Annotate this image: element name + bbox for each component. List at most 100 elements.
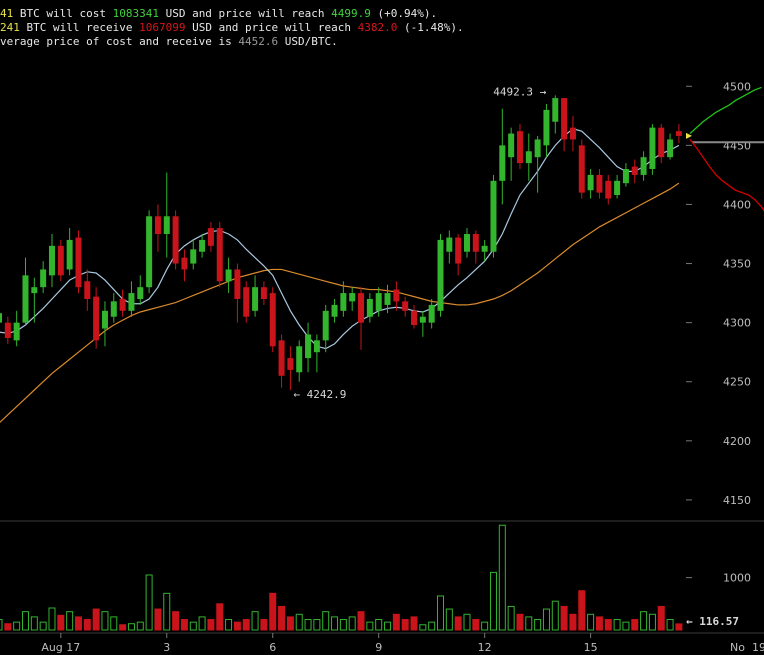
info-part: 4382.0 [358,21,398,34]
low-annotation: ← 4242.9 [293,388,346,401]
candle-body [84,281,91,299]
candle-body [437,239,444,311]
candle-body [463,234,470,252]
volume-bar [30,616,38,631]
y-tick-label: 4400 [723,198,751,211]
volume-bar [39,621,47,631]
candle-body [534,139,541,158]
info-line: 41 BTC will cost 1083341 USD and price w… [0,7,437,20]
volume-bar [278,605,286,631]
ask-depth [689,86,762,135]
candle-body [552,98,559,122]
candle-body [649,127,656,169]
volume-bar [322,611,330,631]
candle-body [675,131,682,136]
volume-bar [578,590,586,631]
candle-body [569,127,576,140]
candle-body [481,245,488,252]
volume-bar [587,613,595,631]
volume-bar [207,619,215,631]
candle-body [207,228,214,246]
volume-bar [613,619,621,631]
candle-body [667,139,674,158]
candle-body [340,293,347,311]
candle-body [260,287,267,299]
volume-bar [172,611,180,631]
volume-bar [428,621,436,631]
x-tick-label: 6 [269,641,276,654]
x-tick-label: No [730,641,745,654]
y-tick-label: 4300 [723,317,751,330]
candle-body [490,180,497,252]
volume-bar [57,614,65,631]
y-tick-label: 4500 [723,80,751,93]
volume-bar [675,623,683,631]
candle-body [305,334,312,359]
y-tick-label: 4350 [723,258,751,271]
candle-body [499,145,506,181]
info-part: BTC will cost [13,7,112,20]
candle-body [658,127,665,158]
candle-body [4,322,11,338]
volume-bar [419,624,427,631]
info-part: verage price of cost and receive is [0,35,238,48]
candle-body [199,239,206,252]
candle-body [322,310,329,341]
volume-bar [145,574,153,631]
candle-body [101,310,108,329]
volume-bar [507,605,515,631]
candle-body [252,287,259,311]
info-part: BTC will receive [20,21,139,34]
volume-bar [119,624,127,631]
info-part: 1067099 [139,21,185,34]
candle-body [596,174,603,193]
candle-body [605,180,612,199]
volume-bar [551,600,559,631]
candle-body [622,169,629,184]
high-annotation: 4492.3 → [493,85,546,98]
candle-body [234,269,241,299]
volume-bar [110,616,118,631]
volume-bar [498,524,506,631]
info-part: USD and price will reach [159,7,331,20]
volume-bar [604,619,612,631]
volume-bar [463,613,471,631]
info-part: (-1.48%). [397,21,463,34]
volume-bar [313,619,321,631]
candle-body [455,237,462,264]
volume-bar [304,619,312,631]
volume-tick-label: 1000 [723,572,751,585]
current-price-marker [686,132,692,139]
volume-bar [348,616,356,631]
volume-bar [401,619,409,631]
volume-bar [21,611,29,631]
candle-body [525,151,532,164]
volume-bar [454,616,462,631]
candle-body [128,293,135,311]
info-part: 4452.6 [238,35,278,48]
candle-body [40,269,47,288]
volume-bar [331,616,339,631]
volume-bar [154,608,162,631]
candle-body [190,249,197,264]
volume-bar [260,619,268,631]
candle-body [313,340,320,353]
candle-body [578,145,585,193]
volume-bar [216,603,224,631]
volume-bar [445,608,453,631]
volume-bar [163,592,171,631]
volume-bar [127,623,135,631]
candle-body [296,346,303,373]
candle-body [543,109,550,146]
volume-bar [560,605,568,631]
candle-body [172,216,179,264]
x-tick-label: 3 [163,641,170,654]
candle-body [614,180,621,195]
volume-bar [92,608,100,631]
volume-bar [657,605,665,631]
candle-body [561,98,568,140]
info-line: 241 BTC will receive 1067099 USD and pri… [0,21,464,34]
volume-bar [101,611,109,631]
volume-bar [366,621,374,631]
